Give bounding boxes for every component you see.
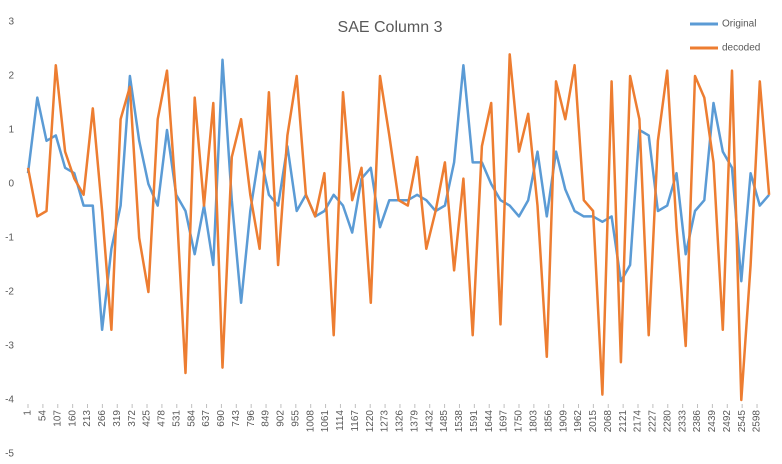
x-tick-label: 1803 bbox=[529, 410, 540, 433]
x-tick-label: 160 bbox=[67, 410, 78, 427]
x-tick-label: 902 bbox=[276, 410, 287, 427]
x-tick-label: 1591 bbox=[469, 410, 480, 433]
chart-title: SAE Column 3 bbox=[338, 19, 443, 36]
x-tick-label: 1432 bbox=[424, 410, 435, 433]
x-tick-label: 1538 bbox=[454, 410, 465, 433]
x-tick-label: 1114 bbox=[335, 410, 346, 431]
y-tick-label: 0 bbox=[8, 179, 14, 190]
x-tick-label: 637 bbox=[201, 410, 212, 427]
x-tick-label: 2333 bbox=[677, 410, 688, 433]
x-tick-label: 531 bbox=[171, 410, 182, 427]
x-tick-label: 372 bbox=[127, 410, 138, 427]
x-tick-label: 743 bbox=[231, 410, 242, 427]
x-tick-label: 266 bbox=[97, 410, 108, 427]
x-tick-label: 1167 bbox=[350, 410, 361, 432]
x-tick-label: 1750 bbox=[514, 410, 525, 433]
x-tick-label: 1220 bbox=[365, 410, 376, 433]
x-tick-label: 54 bbox=[38, 410, 49, 422]
y-tick-label: -5 bbox=[5, 449, 14, 460]
x-tick-label: 690 bbox=[216, 410, 227, 427]
legend-label: Original bbox=[722, 19, 756, 30]
x-tick-label: 796 bbox=[246, 410, 257, 427]
x-tick-label: 1273 bbox=[380, 410, 391, 433]
x-tick-label: 849 bbox=[261, 410, 272, 427]
x-tick-label: 1 bbox=[23, 410, 34, 416]
x-tick-label: 2386 bbox=[692, 410, 703, 433]
y-tick-label: -1 bbox=[5, 233, 14, 244]
y-tick-label: -4 bbox=[5, 395, 14, 406]
x-tick-label: 107 bbox=[52, 410, 63, 427]
x-tick-label: 2121 bbox=[618, 410, 629, 433]
x-tick-label: 213 bbox=[82, 410, 93, 427]
x-tick-label: 2068 bbox=[603, 410, 614, 433]
y-tick-label: -2 bbox=[5, 287, 14, 298]
x-tick-label: 1644 bbox=[484, 410, 495, 433]
x-tick-label: 2439 bbox=[707, 410, 718, 433]
x-tick-label: 1061 bbox=[320, 410, 331, 433]
x-tick-label: 2545 bbox=[737, 410, 748, 433]
x-tick-label: 584 bbox=[186, 410, 197, 427]
x-tick-label: 1697 bbox=[499, 410, 510, 433]
x-tick-label: 2015 bbox=[588, 410, 599, 433]
series-line bbox=[26, 53, 771, 402]
x-tick-label: 1962 bbox=[573, 410, 584, 433]
y-tick-label: 1 bbox=[8, 125, 14, 136]
x-tick-label: 1008 bbox=[305, 410, 316, 433]
x-tick-label: 1326 bbox=[395, 410, 406, 433]
x-tick-label: 319 bbox=[112, 410, 123, 427]
x-tick-label: 2492 bbox=[722, 410, 733, 433]
x-tick-label: 1909 bbox=[558, 410, 569, 433]
y-tick-label: -3 bbox=[5, 341, 14, 352]
y-tick-label: 3 bbox=[8, 17, 14, 28]
y-tick-label: 2 bbox=[8, 71, 14, 82]
x-tick-label: 2280 bbox=[662, 410, 673, 433]
x-tick-label: 1485 bbox=[439, 410, 450, 433]
x-tick-label: 1856 bbox=[543, 410, 554, 433]
x-tick-label: 2227 bbox=[648, 410, 659, 433]
x-tick-label: 425 bbox=[142, 410, 153, 427]
x-tick-label: 1379 bbox=[409, 410, 420, 433]
x-tick-label: 2598 bbox=[752, 410, 763, 433]
x-tick-label: 2174 bbox=[633, 410, 644, 433]
legend-label: decoded bbox=[722, 43, 760, 54]
x-tick-label: 478 bbox=[157, 410, 168, 427]
x-tick-label: 955 bbox=[290, 410, 301, 427]
